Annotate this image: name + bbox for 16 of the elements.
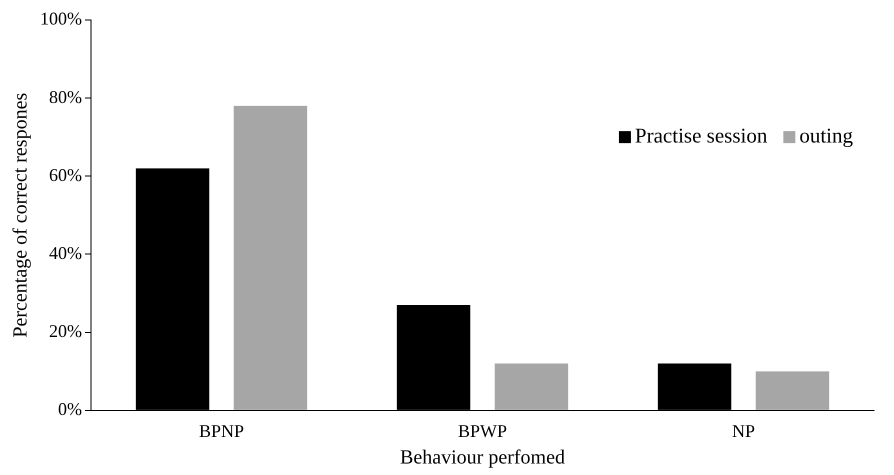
y-tick-label: 20% <box>48 321 82 342</box>
x-tick-label: BPNP <box>198 420 244 441</box>
y-tick-label: 100% <box>40 8 82 29</box>
y-tick-label: 80% <box>48 86 82 107</box>
y-axis-title: Percentage of correct respones <box>9 92 32 338</box>
legend-label: outing <box>799 124 854 148</box>
x-tick-label: NP <box>732 420 756 441</box>
x-tick-label: BPWP <box>458 420 508 441</box>
y-tick-label: 60% <box>48 164 82 185</box>
bar <box>756 371 830 410</box>
legend-label: Practise session <box>634 124 768 148</box>
bar <box>494 364 568 410</box>
bar <box>234 106 308 410</box>
x-axis-title: Behaviour perfomed <box>400 446 565 468</box>
y-tick-label: 40% <box>48 242 82 263</box>
y-tick-label: 0% <box>58 399 82 420</box>
